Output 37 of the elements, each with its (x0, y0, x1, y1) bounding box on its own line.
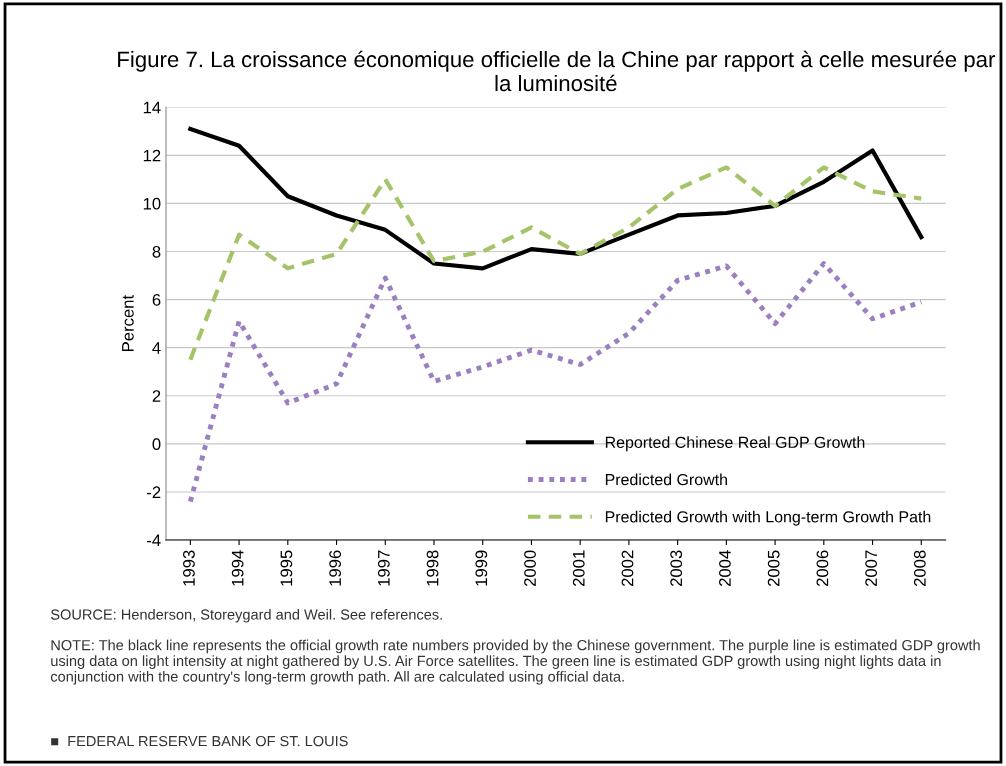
x-tick-label: 2004 (719, 550, 731, 586)
x-tick-label: 1994 (231, 550, 244, 586)
x-tick-label: 1999 (475, 550, 488, 586)
line-series (188, 165, 924, 362)
text: ■ FEDERAL RESERVE BANK OF ST. LOUIS (51, 735, 348, 747)
y-tick-label: -2 (147, 486, 161, 498)
x-tick-label: 2006 (816, 550, 829, 586)
x-tick-label: 2007 (865, 550, 878, 586)
y-tick-label: -4 (147, 534, 161, 547)
chart-title: Figure 7. La croissance économique officielle de la Chine par rapport à celle mesurée par la luminosité (118, 50, 996, 92)
x-tick-label: 1998 (426, 550, 439, 586)
y-tick-label: 0 (152, 438, 161, 451)
y-tick-label: 12 (143, 149, 161, 162)
x-tick-label: 1997 (377, 550, 390, 586)
y-axis-title: Percent (122, 295, 134, 351)
text: NOTE: The black line represents the official growth rate numbers provided by the Chinese government. The purple line is estimated GDP growth using data on light intensity at night gathered by U.S. Air Force satellites. The green line is estimated GDP growth using night lights data in conjunction with the country's long-term growth path. All are calculated using official data. (50, 639, 980, 685)
y-tick-label: 8 (152, 245, 161, 258)
x-tick-label: 2008 (913, 550, 926, 586)
x-tick-label: 1993 (183, 550, 195, 586)
line-series (188, 126, 924, 271)
legend-label: Predicted Growth with Long-term Growth Path (605, 510, 931, 526)
line-series (187, 261, 924, 504)
x-tick-label: 2001 (572, 550, 585, 586)
x-tick-label: 2003 (670, 550, 683, 586)
source-note: SOURCE: Henderson, Storeygard and Weil. See references. (50, 608, 442, 623)
legend-label: Reported Chinese Real GDP Growth (605, 436, 865, 452)
x-tick-label: 1995 (280, 550, 293, 586)
y-tick-label: 2 (152, 390, 161, 402)
y-tick-label: 10 (143, 197, 161, 210)
y-tick-label: 14 (143, 101, 161, 114)
legend-label: Predicted Growth (605, 473, 727, 486)
x-tick-label: 2000 (524, 550, 536, 586)
y-tick-label: 4 (152, 342, 161, 354)
x-tick-label: 2005 (767, 550, 780, 586)
y-tick-label: 6 (152, 293, 161, 306)
x-tick-label: 2002 (621, 550, 634, 586)
x-tick-label: 1996 (329, 550, 342, 586)
